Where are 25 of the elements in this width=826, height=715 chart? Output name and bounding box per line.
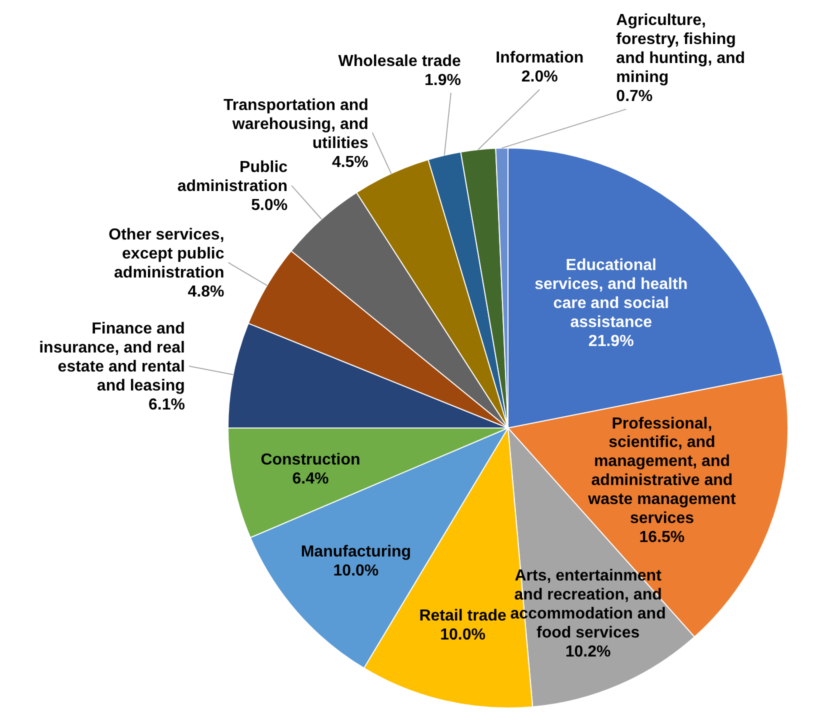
data-label: 5.0% [251,197,288,214]
slice-label: Educational services, and health care and social assistance [534,257,688,332]
data-label: 16.5% [639,529,685,546]
data-label: 6.1% [148,396,185,414]
data-label: 4.8% [188,284,224,301]
slice-label: Information [496,49,584,66]
slice-label: Professional, scientific, and management, and administrative and waste management services [587,415,736,528]
slice-label: Wholesale trade [338,52,462,70]
slice-label: Construction [260,451,360,468]
slice-label: Manufacturing [300,543,412,560]
slice-label: Transportation and warehousing, and utilities [223,96,368,152]
data-label: 6.4% [292,470,329,488]
data-label: 21.9% [588,333,634,350]
slice-label: Public administration [177,159,288,196]
data-label: 0.7% [616,88,653,106]
slice-label: Agriculture, forestry, fishing and hunting, and mining [616,12,746,86]
slice-label: Other services, except public administration [108,226,224,282]
data-label: 2.0% [521,68,558,86]
slice-label: Finance and insurance, and real estate and rental and leasing [39,320,185,395]
data-label: 4.5% [332,154,368,171]
slice-label: Retail trade [419,608,506,625]
data-label: 10.0% [333,562,379,580]
data-label: 1.9% [424,72,461,89]
data-label: 10.0% [440,626,486,644]
data-label: 10.2% [565,644,611,661]
